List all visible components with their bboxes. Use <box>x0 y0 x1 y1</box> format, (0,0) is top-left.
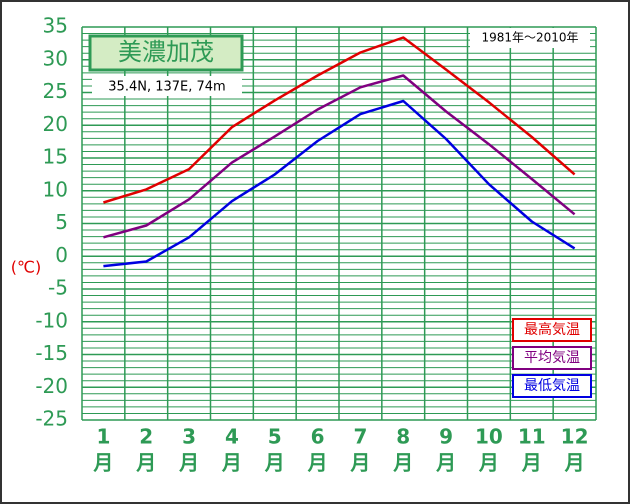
x-tick-unit: 月 <box>478 451 499 475</box>
subtitle: 35.4N, 137E, 74m <box>108 80 225 95</box>
legend-label: 最低気温 <box>524 378 580 394</box>
y-tick-label: 35 <box>43 14 68 38</box>
x-tick-label: 5 <box>268 425 282 449</box>
legend-label: 最高気温 <box>524 321 580 338</box>
y-tick-label: 5 <box>55 210 68 234</box>
lines <box>103 36 576 268</box>
series-line <box>103 99 576 268</box>
y-tick-label: 25 <box>43 79 68 103</box>
y-tick-label: -25 <box>35 407 68 431</box>
chart-title: 美濃加茂 <box>118 38 214 66</box>
x-tick-unit: 月 <box>435 451 456 475</box>
x-tick-label: 12 <box>561 425 589 449</box>
y-tick-label: 0 <box>55 243 68 267</box>
y-tick-label: -15 <box>35 341 68 365</box>
labels: -25-20-15-10-5051015202530351月2月3月4月5月6月… <box>35 14 592 475</box>
x-tick-label: 9 <box>439 425 453 449</box>
y-tick-label: 15 <box>43 145 68 169</box>
x-tick-unit: 月 <box>564 451 585 475</box>
grid <box>81 26 597 421</box>
series-line <box>103 36 576 204</box>
legend-box <box>512 346 592 370</box>
x-tick-unit: 月 <box>521 451 542 475</box>
x-tick-unit: 月 <box>349 451 370 475</box>
x-tick-label: 4 <box>225 425 239 449</box>
x-tick-unit: 月 <box>178 451 199 475</box>
x-tick-label: 2 <box>139 425 153 449</box>
legend-box <box>512 374 592 398</box>
x-tick-unit: 月 <box>392 451 413 475</box>
y-tick-label: 20 <box>43 112 68 136</box>
x-tick-label: 8 <box>396 425 410 449</box>
y-tick-label: -20 <box>35 374 68 398</box>
x-tick-label: 7 <box>353 425 367 449</box>
title-box <box>88 34 244 72</box>
y-tick-label: -10 <box>35 308 68 332</box>
x-tick-label: 1 <box>96 425 110 449</box>
x-tick-label: 11 <box>518 425 546 449</box>
y-tick-label: 10 <box>43 177 68 201</box>
y-axis-label: (℃) <box>11 258 41 277</box>
x-tick-unit: 月 <box>307 451 328 475</box>
y-tick-label: -5 <box>48 276 68 300</box>
series-line <box>103 74 576 239</box>
x-tick-unit: 月 <box>92 451 113 475</box>
x-tick-unit: 月 <box>221 451 242 475</box>
x-tick-label: 3 <box>182 425 196 449</box>
legend-box <box>512 318 592 342</box>
x-tick-unit: 月 <box>264 451 285 475</box>
subtitle-box <box>92 76 242 96</box>
period-box <box>470 28 590 48</box>
x-tick-label: 6 <box>311 425 325 449</box>
x-tick-unit: 月 <box>135 451 156 475</box>
period: 1981年〜2010年 <box>481 31 578 45</box>
x-tick-label: 10 <box>475 425 503 449</box>
y-tick-label: 30 <box>43 46 68 70</box>
legend-label: 平均気温 <box>524 350 580 366</box>
